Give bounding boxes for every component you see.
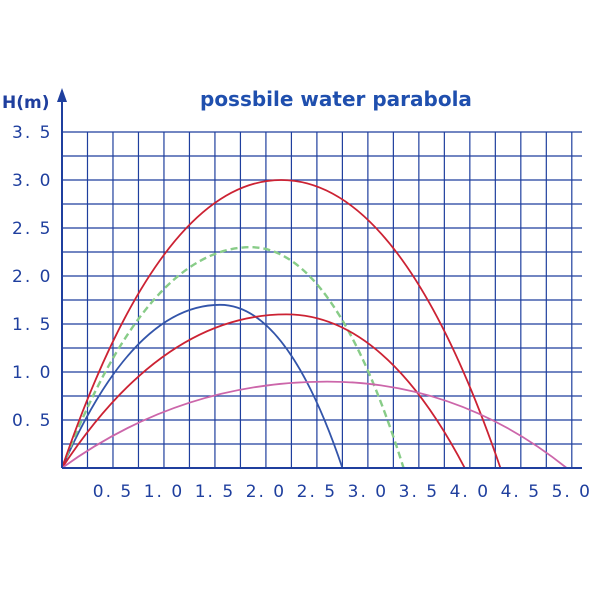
chart-title: possbile water parabola — [200, 87, 472, 111]
x-tick-label: 4. 5 — [501, 482, 541, 502]
x-tick-label: 4. 0 — [450, 482, 490, 502]
y-tick-label: 2. 0 — [12, 267, 52, 287]
y-tick-label: 2. 5 — [12, 219, 52, 239]
y-axis-arrow-icon — [57, 88, 67, 102]
x-tick-label: 2. 0 — [246, 482, 286, 502]
y-tick-label: 0. 5 — [12, 411, 52, 431]
x-tick-label: 2. 5 — [297, 482, 337, 502]
series-curve — [61, 313, 466, 469]
y-tick-label: 3. 5 — [12, 123, 52, 143]
x-tick-label: 1. 5 — [195, 482, 235, 502]
x-tick-labels: 0. 5 1. 0 1. 5 2. 0 2. 5 3. 0 3. 5 4. 0 4. 5 5. 0 — [93, 482, 592, 502]
series-curve — [60, 245, 405, 469]
series-curve — [61, 179, 502, 469]
y-tick-label: 3. 0 — [12, 171, 52, 191]
y-tick-label: 1. 5 — [12, 315, 52, 335]
x-tick-label: 0. 5 — [93, 482, 133, 502]
y-tick-label: 1. 0 — [12, 363, 52, 383]
x-tick-label: 1. 0 — [144, 482, 184, 502]
y-tick-labels: 0. 5 1. 0 1. 5 2. 0 2. 5 3. 0 3. 5 — [12, 123, 52, 431]
x-tick-label: 3. 5 — [399, 482, 439, 502]
x-tick-label: 5. 0 — [552, 482, 592, 502]
y-axis-label: H(m) — [2, 93, 49, 113]
series-curve — [61, 380, 568, 469]
grid — [61, 131, 582, 469]
x-tick-label: 3. 0 — [348, 482, 388, 502]
axes — [57, 88, 582, 469]
curves — [60, 179, 568, 469]
